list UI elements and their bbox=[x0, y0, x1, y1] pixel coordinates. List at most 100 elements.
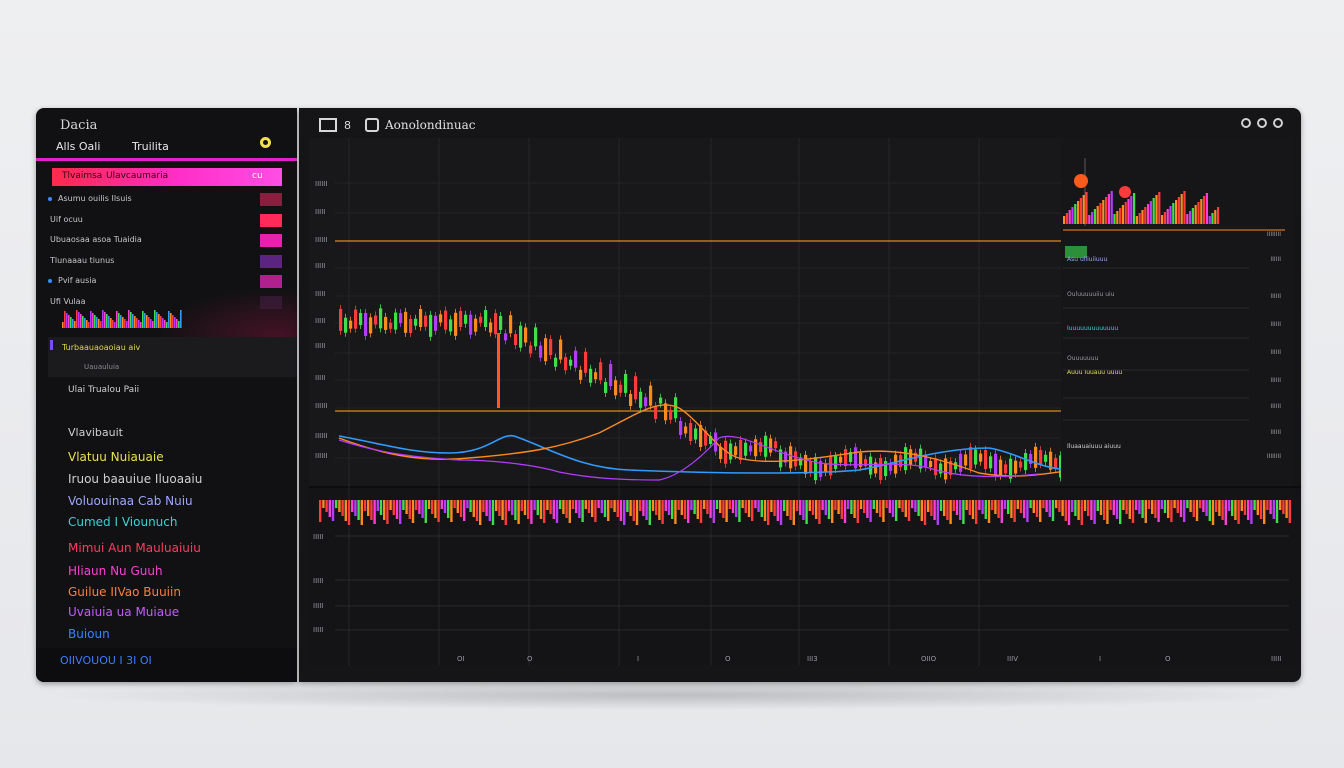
app-icon[interactable] bbox=[365, 118, 379, 132]
sidebar-list-item[interactable]: Uvaiuia ua Muiaue bbox=[68, 605, 180, 619]
user-icon[interactable] bbox=[1257, 118, 1267, 128]
volume-bar bbox=[616, 500, 619, 517]
volume-bar bbox=[840, 500, 843, 519]
widget-bar bbox=[1152, 198, 1155, 224]
volume-bar bbox=[965, 500, 968, 510]
volume-bar bbox=[431, 500, 434, 514]
volume-bar bbox=[987, 500, 991, 523]
widget-bar bbox=[1065, 213, 1068, 224]
volume-bar bbox=[923, 500, 927, 525]
sidebar-list-item[interactable]: Hliaun Nu Guuh bbox=[68, 564, 163, 578]
volume-bar bbox=[811, 500, 815, 515]
sidebar-list-item[interactable]: Voluouinaa Cab Nuiu bbox=[68, 494, 193, 508]
volume-bar bbox=[447, 500, 450, 518]
volume-bar bbox=[571, 500, 575, 509]
price-axis-label: IIIII bbox=[315, 262, 325, 270]
watchlist-row[interactable]: Ufi Vulaa bbox=[46, 295, 282, 311]
side-readout: IIIIIIII bbox=[1267, 453, 1281, 460]
sidebar-list-item[interactable]: Mimui Aun Mauluaiuiu bbox=[68, 541, 201, 555]
time-axis-label: OIIO bbox=[921, 655, 937, 663]
volume-bar bbox=[549, 500, 552, 514]
side-readout: IIIIII bbox=[1270, 377, 1281, 384]
volume-bar bbox=[1211, 500, 1215, 525]
sparkline-bar bbox=[168, 311, 170, 328]
sidebar-list-item[interactable]: Buioun bbox=[68, 627, 110, 641]
sidebar-list-item[interactable]: Vlavibauit bbox=[68, 426, 123, 439]
price-chart[interactable]: IIIIIIIIIIIIIIIIIIIIIIIIIIIIIIIIIIIIIIII… bbox=[299, 108, 1301, 682]
volume-bar bbox=[511, 500, 514, 515]
volume-bar bbox=[392, 500, 395, 515]
watchlist-row[interactable]: Uif ocuu bbox=[46, 213, 282, 229]
volume-bar bbox=[379, 500, 383, 515]
volume-bar bbox=[1106, 500, 1109, 524]
volume-bar bbox=[1215, 500, 1218, 512]
volume-bar bbox=[434, 500, 437, 518]
volume-axis-label: IIIII bbox=[313, 577, 323, 585]
volume-bar bbox=[920, 500, 923, 521]
volume-bar bbox=[978, 500, 981, 510]
volume-bar bbox=[815, 500, 818, 519]
volume-bar bbox=[1045, 500, 1048, 512]
volume-bar bbox=[853, 500, 856, 518]
widget-bar bbox=[1163, 212, 1166, 224]
volume-bar bbox=[1061, 500, 1064, 516]
volume-bar bbox=[1179, 500, 1183, 517]
widget-bar bbox=[1130, 196, 1133, 224]
widget-bar bbox=[1172, 203, 1175, 224]
filter-accent bbox=[50, 340, 53, 350]
volume-bar bbox=[770, 500, 773, 512]
volume-bar bbox=[1141, 500, 1144, 518]
volume-bar bbox=[664, 500, 667, 511]
chart-panel: 8 Aonolondinuac I3O (IIvauiiu)Iuuuuuiuuu… bbox=[299, 108, 1301, 682]
sparkline-bar bbox=[124, 319, 126, 328]
volume-bar bbox=[1115, 500, 1119, 519]
side-readout: IIIIII bbox=[1270, 429, 1281, 436]
menu-icon[interactable] bbox=[1273, 118, 1283, 128]
volume-bar bbox=[1144, 500, 1147, 523]
volume-bar bbox=[594, 500, 597, 522]
sidebar-list-item[interactable]: Guilue IIVao Buuiin bbox=[68, 585, 181, 599]
volume-bar bbox=[1224, 500, 1227, 525]
sparkline-bar bbox=[116, 311, 118, 328]
volume-bar bbox=[795, 500, 799, 511]
volume-bar bbox=[741, 500, 744, 508]
widget-bar bbox=[1147, 204, 1150, 224]
widget-bar bbox=[1211, 213, 1214, 224]
watchlist-row-label: Ufi Vulaa bbox=[50, 296, 86, 306]
settings-icon[interactable] bbox=[1241, 118, 1251, 128]
row-change: cu bbox=[252, 171, 263, 181]
sparkline-bar bbox=[166, 322, 168, 328]
widget-bar bbox=[1180, 194, 1183, 224]
sidebar-list-item[interactable]: Cumed I Viounuch bbox=[68, 515, 178, 529]
sidebar-list-item[interactable]: Vlatuu Nuiauaie bbox=[68, 450, 164, 464]
sidebar-list-item[interactable]: Iruou baauiue Iluoaaiu bbox=[68, 472, 203, 486]
volume-bar bbox=[763, 500, 767, 521]
widget-badge bbox=[1065, 246, 1087, 258]
watchlist-row[interactable]: Tlunaaau tiunus bbox=[46, 254, 282, 270]
volume-bar bbox=[539, 500, 543, 519]
sparkline-bar bbox=[156, 312, 158, 328]
layout-icon[interactable] bbox=[319, 118, 337, 132]
volume-bar bbox=[485, 500, 488, 516]
volume-bar bbox=[504, 500, 507, 525]
watchlist-row[interactable]: Asumu ouilis Ilsuis bbox=[46, 192, 282, 208]
side-label: Iluaauaiuuu aiuuu bbox=[1067, 443, 1121, 450]
volume-bar bbox=[565, 500, 568, 518]
volume-bar bbox=[642, 500, 645, 516]
volume-bar bbox=[395, 500, 399, 519]
sparkline-bar bbox=[80, 314, 82, 328]
trend-line bbox=[338, 404, 1075, 477]
volume-bar bbox=[466, 500, 469, 508]
side-readout: IIIIII bbox=[1270, 256, 1281, 263]
volume-bar bbox=[1243, 500, 1247, 515]
volume-bar bbox=[415, 500, 418, 510]
watchlist-row[interactable]: Pvif ausia bbox=[46, 274, 282, 290]
volume-bar bbox=[1259, 500, 1263, 519]
watchlist-row[interactable]: Ubuaosaa asoa Tuaidia bbox=[46, 233, 282, 249]
volume-bar bbox=[1154, 500, 1157, 518]
status-ring-icon[interactable] bbox=[260, 137, 271, 148]
sparkline-bar bbox=[160, 316, 162, 328]
selected-watchlist-row[interactable]: Tlvaimsa Ulavcaumaria cu bbox=[52, 168, 282, 186]
volume-bar bbox=[1125, 500, 1128, 514]
filter-bar[interactable]: Turbaauaoaoiau aiv Uauauluia bbox=[48, 337, 297, 377]
